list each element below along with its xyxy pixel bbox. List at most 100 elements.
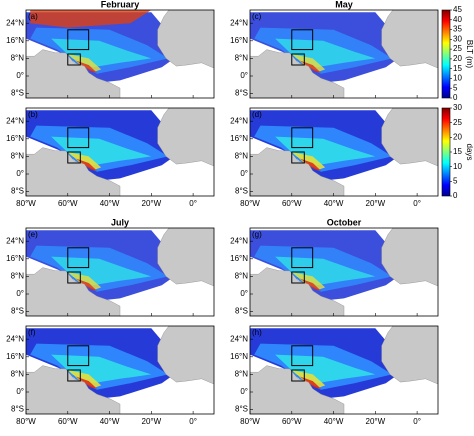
field bbox=[76, 158, 97, 171]
lon-label: 40°W bbox=[324, 199, 344, 208]
colorbar-tick-label: 20 bbox=[453, 54, 462, 63]
land bbox=[250, 147, 345, 196]
map bbox=[26, 108, 214, 196]
lat-label: 8°S bbox=[235, 89, 248, 98]
lat-label: 8°N bbox=[11, 272, 25, 281]
lat-label: 24°N bbox=[6, 334, 24, 343]
field bbox=[30, 10, 152, 28]
colorbar-label: days bbox=[465, 144, 474, 161]
colorbar-tick-label: 30 bbox=[453, 103, 462, 112]
box bbox=[291, 345, 314, 367]
lon-label: 20°W bbox=[142, 417, 162, 426]
lat-label: 8°N bbox=[235, 152, 249, 161]
land bbox=[157, 326, 214, 385]
panel-label: (e) bbox=[28, 230, 38, 239]
lon-label: 60°W bbox=[58, 199, 78, 208]
field bbox=[67, 272, 102, 290]
lat-label: 8°S bbox=[235, 405, 248, 414]
colorbar-tick-label: 35 bbox=[453, 25, 462, 34]
land bbox=[250, 365, 345, 414]
frame bbox=[249, 9, 439, 99]
land bbox=[250, 49, 345, 98]
field bbox=[67, 152, 102, 170]
field bbox=[300, 376, 321, 389]
colorbar-tick-label: 15 bbox=[453, 147, 462, 156]
lon-label: 80°W bbox=[16, 199, 36, 208]
lon-label: 0° bbox=[413, 199, 421, 208]
map bbox=[26, 228, 214, 316]
field bbox=[300, 60, 321, 73]
box bbox=[67, 29, 90, 51]
lon-label: 0° bbox=[189, 417, 197, 426]
lat-label: 0° bbox=[16, 169, 24, 178]
colorbar bbox=[441, 9, 451, 99]
box bbox=[291, 151, 305, 164]
field bbox=[300, 278, 321, 291]
lat-label: 0° bbox=[240, 387, 248, 396]
lat-label: 8°S bbox=[235, 307, 248, 316]
colorbar-tick-label: 10 bbox=[453, 162, 462, 171]
land bbox=[381, 108, 438, 167]
colorbar-tick-label: 0 bbox=[453, 93, 458, 102]
frame bbox=[25, 9, 215, 99]
frame bbox=[25, 107, 215, 197]
lon-label: 40°W bbox=[324, 417, 344, 426]
field bbox=[76, 278, 97, 291]
land bbox=[26, 267, 121, 316]
colorbar-tick-label: 5 bbox=[453, 176, 458, 185]
lat-label: 0° bbox=[16, 71, 24, 80]
box bbox=[67, 247, 90, 269]
lat-label: 16°N bbox=[230, 134, 248, 143]
lat-label: 0° bbox=[16, 387, 24, 396]
lat-label: 0° bbox=[240, 169, 248, 178]
land bbox=[381, 10, 438, 69]
panel-title: October bbox=[327, 217, 362, 227]
field bbox=[291, 54, 326, 72]
colorbar-tick-label: 10 bbox=[453, 74, 462, 83]
lat-label: 8°N bbox=[11, 152, 25, 161]
panel-label: (b) bbox=[28, 110, 38, 119]
lat-label: 8°N bbox=[235, 54, 249, 63]
map bbox=[26, 326, 214, 414]
box bbox=[291, 127, 314, 149]
map bbox=[250, 10, 438, 98]
lon-label: 80°W bbox=[240, 199, 260, 208]
colorbar-tick-label: 0 bbox=[453, 191, 458, 200]
lat-label: 24°N bbox=[230, 116, 248, 125]
colorbar-label: BLT (m) bbox=[465, 40, 474, 68]
lat-label: 0° bbox=[16, 289, 24, 298]
land bbox=[381, 228, 438, 287]
land bbox=[157, 10, 214, 69]
colorbar bbox=[441, 107, 451, 197]
frame bbox=[249, 227, 439, 317]
lon-label: 40°W bbox=[100, 417, 120, 426]
land bbox=[381, 326, 438, 385]
field bbox=[291, 152, 326, 170]
land bbox=[26, 49, 121, 98]
panel-title: July bbox=[111, 217, 129, 227]
colorbar-tick-label: 20 bbox=[453, 132, 462, 141]
lat-label: 16°N bbox=[230, 352, 248, 361]
land bbox=[157, 228, 214, 287]
field bbox=[291, 272, 326, 290]
lon-label: 40°W bbox=[100, 199, 120, 208]
field bbox=[67, 54, 102, 72]
frame bbox=[25, 227, 215, 317]
box bbox=[67, 271, 81, 284]
box bbox=[291, 53, 305, 66]
colorbar-tick-label: 25 bbox=[453, 118, 462, 127]
colorbar-tick-label: 25 bbox=[453, 44, 462, 53]
box bbox=[67, 151, 81, 164]
field bbox=[291, 370, 326, 388]
field bbox=[76, 376, 97, 389]
lon-label: 0° bbox=[413, 417, 421, 426]
lon-label: 20°W bbox=[366, 199, 386, 208]
lon-label: 60°W bbox=[282, 199, 302, 208]
box bbox=[67, 345, 90, 367]
panel-label: (a) bbox=[28, 12, 38, 21]
lat-label: 24°N bbox=[6, 18, 24, 27]
panel-label: (h) bbox=[252, 328, 262, 337]
land bbox=[250, 267, 345, 316]
land bbox=[26, 365, 121, 414]
